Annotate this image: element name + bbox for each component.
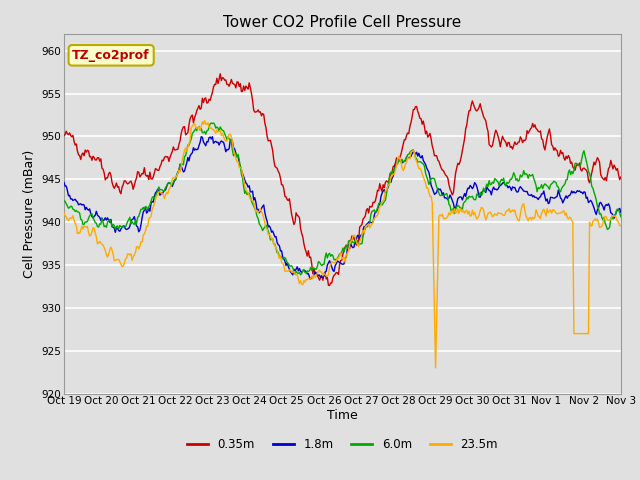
- Title: Tower CO2 Profile Cell Pressure: Tower CO2 Profile Cell Pressure: [223, 15, 461, 30]
- Text: TZ_co2prof: TZ_co2prof: [72, 49, 150, 62]
- Legend: 0.35m, 1.8m, 6.0m, 23.5m: 0.35m, 1.8m, 6.0m, 23.5m: [182, 433, 502, 456]
- Y-axis label: Cell Pressure (mBar): Cell Pressure (mBar): [23, 149, 36, 278]
- X-axis label: Time: Time: [327, 409, 358, 422]
